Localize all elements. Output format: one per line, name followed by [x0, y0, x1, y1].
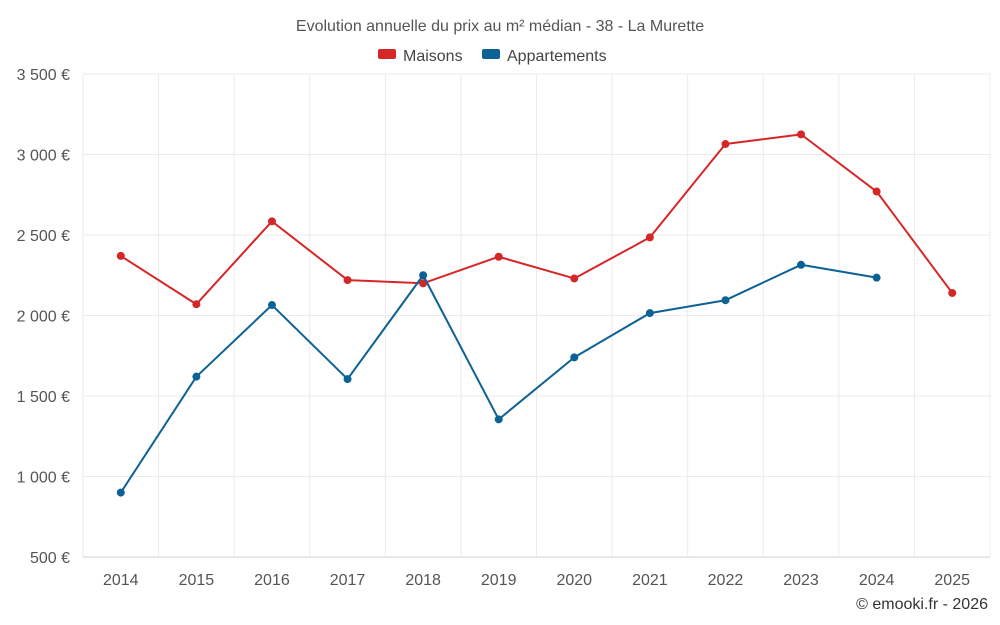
data-point-appartements[interactable]: [343, 375, 352, 384]
y-tick-label: 500 €: [30, 550, 70, 567]
data-point-appartements[interactable]: [872, 273, 881, 282]
x-tick-label: 2024: [859, 572, 895, 589]
series-line-maisons: [120, 133, 954, 306]
data-point-maisons[interactable]: [948, 288, 957, 297]
series-appartements: [116, 260, 881, 497]
legend-label-maisons[interactable]: Maisons: [403, 48, 463, 65]
x-tick-label: 2018: [405, 572, 441, 589]
data-point-maisons[interactable]: [872, 187, 881, 196]
data-point-maisons[interactable]: [343, 276, 352, 285]
credit-text: © emooki.fr - 2026: [856, 596, 988, 613]
legend-label-appartements[interactable]: Appartements: [507, 48, 607, 65]
legend-swatch-maisons: [378, 49, 396, 59]
data-point-appartements[interactable]: [192, 372, 201, 381]
data-point-appartements[interactable]: [419, 271, 428, 280]
data-point-appartements[interactable]: [494, 415, 503, 424]
data-point-appartements[interactable]: [116, 488, 125, 497]
data-point-maisons[interactable]: [721, 140, 730, 149]
x-tick-label: 2017: [330, 572, 366, 589]
data-point-appartements[interactable]: [797, 260, 806, 269]
series-maisons: [116, 130, 957, 309]
data-point-appartements[interactable]: [570, 353, 579, 362]
data-point-maisons[interactable]: [267, 217, 276, 226]
data-point-maisons[interactable]: [116, 251, 125, 260]
x-tick-label: 2023: [783, 572, 819, 589]
y-tick-label: 1 500 €: [17, 389, 70, 406]
data-point-maisons[interactable]: [570, 274, 579, 283]
x-tick-label: 2015: [179, 572, 215, 589]
data-point-maisons[interactable]: [494, 252, 503, 261]
chart-title: Evolution annuelle du prix au m² médian …: [296, 18, 704, 35]
x-tick-label: 2014: [103, 572, 139, 589]
data-point-appartements[interactable]: [267, 301, 276, 310]
grid: [82, 73, 991, 558]
data-point-appartements[interactable]: [721, 296, 730, 305]
y-tick-label: 2 000 €: [17, 309, 70, 326]
data-point-maisons[interactable]: [419, 279, 428, 288]
legend-swatch-appartements: [482, 49, 500, 59]
legend: Maisons Appartements: [378, 48, 607, 65]
x-tick-label: 2016: [254, 572, 290, 589]
x-tick-label: 2021: [632, 572, 668, 589]
x-tick-label: 2019: [481, 572, 517, 589]
x-tick-label: 2022: [708, 572, 744, 589]
series-group: [116, 130, 957, 497]
data-point-appartements[interactable]: [645, 309, 654, 318]
y-tick-label: 3 500 €: [17, 67, 70, 84]
x-tick-label: 2020: [556, 572, 592, 589]
y-tick-label: 3 000 €: [17, 148, 70, 165]
y-tick-label: 1 000 €: [17, 470, 70, 487]
data-point-maisons[interactable]: [192, 300, 201, 309]
x-axis-tick-labels: 2014 2015 2016 2017 2018 2019 2020 2021 2022 2023…: [103, 572, 970, 589]
data-point-maisons[interactable]: [797, 130, 806, 139]
x-tick-label: 2025: [934, 572, 970, 589]
y-axis-tick-labels: 500 € 1 000 € 1 500 € 2 000 € 2 500 € 3 000 €…: [17, 67, 70, 567]
data-point-maisons[interactable]: [645, 233, 654, 242]
y-tick-label: 2 500 €: [17, 228, 70, 245]
